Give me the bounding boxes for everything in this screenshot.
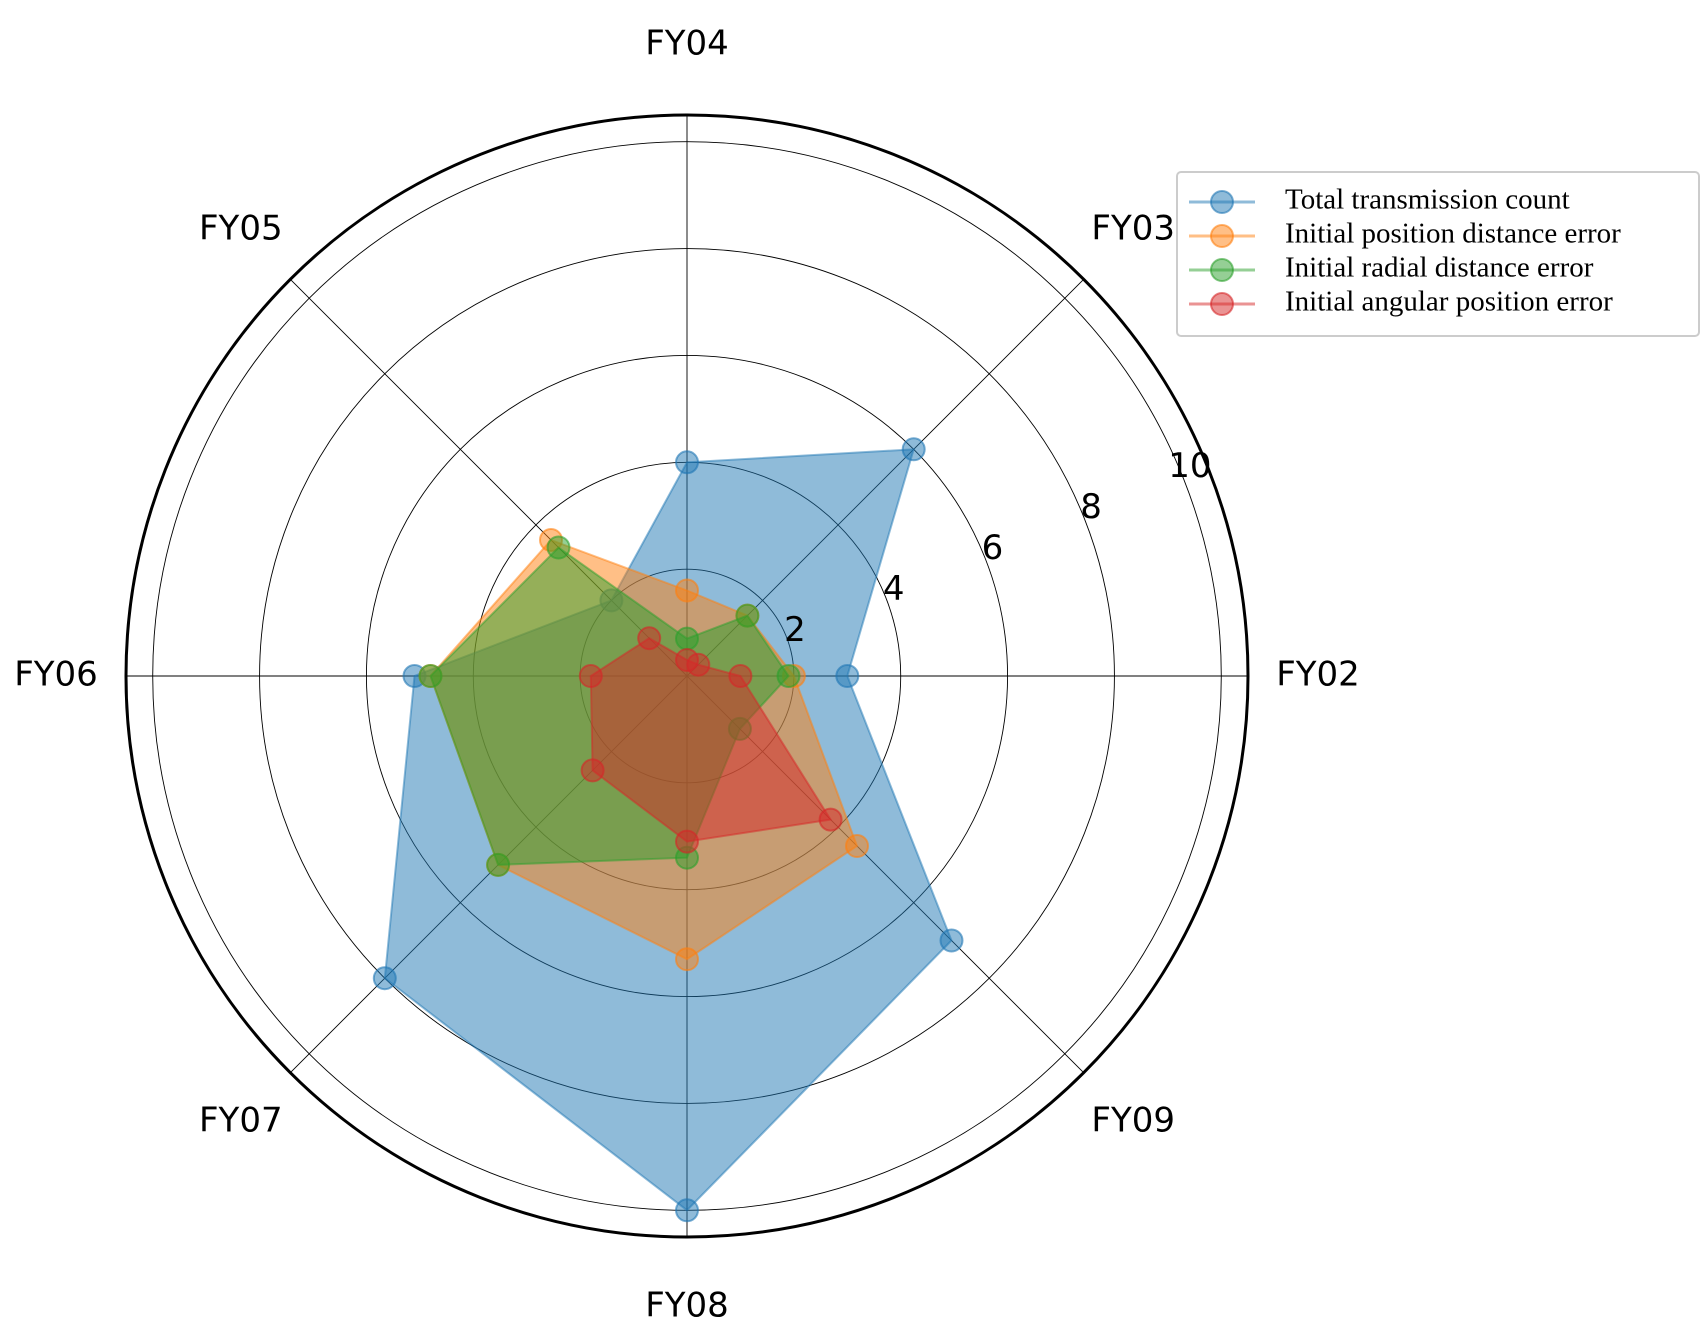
data-point-fy09 bbox=[845, 834, 869, 858]
category-label-fy07: FY07 bbox=[199, 1101, 283, 1141]
category-label-fy04: FY04 bbox=[645, 24, 729, 64]
legend-marker bbox=[1210, 190, 1234, 214]
data-point-fy02 bbox=[728, 664, 753, 688]
data-point-fy08 bbox=[675, 829, 699, 854]
data-point-fy09 bbox=[939, 928, 964, 953]
series-layer bbox=[372, 437, 964, 1223]
data-point-fy07 bbox=[486, 852, 511, 877]
category-label-fy06: FY06 bbox=[14, 655, 98, 695]
legend-frame bbox=[1176, 171, 1700, 337]
data-point-fy02 bbox=[776, 664, 801, 688]
r-tick-label-10: 10 bbox=[1168, 446, 1211, 486]
category-label-fy05: FY05 bbox=[199, 208, 283, 248]
data-point-fy09 bbox=[818, 807, 843, 832]
category-label-fy08: FY08 bbox=[645, 1286, 729, 1326]
legend-item-3: Initial radial distance error bbox=[1189, 252, 1594, 284]
data-point-fy07 bbox=[372, 966, 397, 991]
data-point-fy08 bbox=[675, 1198, 699, 1223]
data-point-fy03 bbox=[901, 437, 926, 462]
data-point-fy06 bbox=[578, 664, 603, 688]
category-label-fy09: FY09 bbox=[1091, 1101, 1175, 1141]
data-point-fy08 bbox=[675, 947, 699, 972]
data-point-fy04 bbox=[675, 578, 699, 603]
data-point-fy05 bbox=[637, 626, 662, 651]
data-point-fy02 bbox=[835, 664, 860, 688]
data-point-fy07 bbox=[580, 758, 605, 783]
data-point-fy06 bbox=[418, 664, 443, 688]
r-tick-label-4: 4 bbox=[883, 569, 905, 609]
r-tick-label-6: 6 bbox=[982, 528, 1004, 568]
legend-label: Initial angular position error bbox=[1285, 286, 1613, 318]
legend-label: Initial position distance error bbox=[1285, 218, 1621, 250]
data-point-fy04 bbox=[675, 626, 699, 651]
data-point-fy04 bbox=[675, 648, 699, 672]
legend-label: Total transmission count bbox=[1285, 184, 1570, 216]
legend-label: Initial radial distance error bbox=[1285, 252, 1594, 284]
legend-item-1: Total transmission count bbox=[1189, 184, 1570, 216]
r-tick-label-8: 8 bbox=[1080, 487, 1102, 527]
data-point-fy05 bbox=[546, 535, 571, 560]
series-4 bbox=[578, 626, 843, 854]
legend-item-4: Initial angular position error bbox=[1189, 286, 1613, 318]
legend-marker bbox=[1210, 224, 1234, 248]
legend-marker bbox=[1210, 292, 1234, 316]
legend-marker bbox=[1210, 258, 1234, 282]
r-tick-label-2: 2 bbox=[784, 610, 806, 650]
data-point-fy03 bbox=[735, 603, 760, 628]
category-label-fy03: FY03 bbox=[1091, 208, 1175, 248]
label-layer: FY02 FY03 FY04 FY05 FY06 FY07 FY08 FY09 2 4 6 8 10 bbox=[14, 24, 1360, 1326]
data-point-fy04 bbox=[675, 450, 699, 475]
legend-item-2: Initial position distance error bbox=[1189, 218, 1621, 250]
category-label-fy02: FY02 bbox=[1276, 655, 1360, 695]
